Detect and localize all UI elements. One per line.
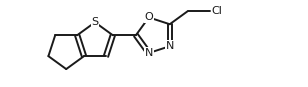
Text: Cl: Cl	[212, 6, 222, 16]
Text: O: O	[144, 12, 153, 22]
Text: N: N	[166, 41, 174, 51]
Text: S: S	[91, 17, 99, 27]
Text: N: N	[145, 48, 153, 58]
